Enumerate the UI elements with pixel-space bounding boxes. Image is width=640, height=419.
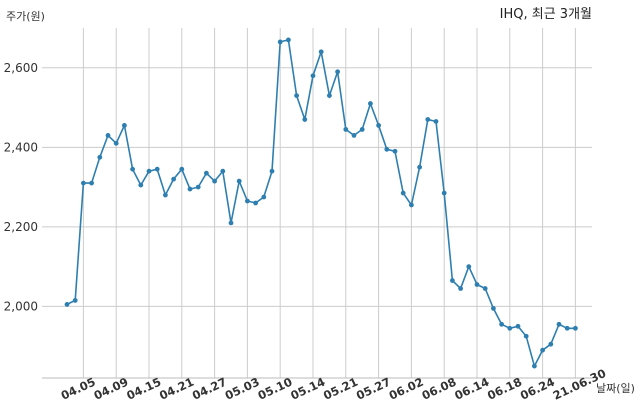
data-point (376, 123, 381, 128)
y-tick-label: 2,600 (4, 61, 38, 75)
data-point (302, 117, 308, 122)
data-point (351, 132, 357, 138)
x-tick-label: 05.14 (288, 375, 327, 403)
x-tick-label: 06.08 (420, 375, 459, 403)
data-point (130, 166, 136, 172)
data-point (482, 286, 488, 291)
data-point (318, 49, 324, 55)
data-point (335, 69, 340, 75)
x-tick-label: 06.14 (452, 375, 491, 403)
x-tick-label: 04.05 (59, 375, 98, 403)
data-point (154, 166, 160, 172)
data-point (441, 190, 447, 196)
data-point (409, 202, 414, 208)
x-tick-label: 05.21 (321, 375, 360, 403)
data-point (384, 146, 390, 152)
data-point (122, 123, 127, 128)
data-point (540, 347, 545, 353)
x-tick-label: 05.03 (223, 375, 262, 403)
data-point (204, 170, 209, 176)
data-point (400, 190, 406, 196)
data-point (187, 186, 193, 192)
data-point (310, 73, 316, 79)
data-points (64, 37, 578, 369)
data-point (72, 298, 78, 303)
data-point (261, 194, 267, 200)
data-point (433, 119, 439, 124)
data-point (163, 192, 168, 198)
data-point (573, 325, 578, 331)
y-axis-label: 주가(원) (6, 10, 45, 23)
data-point (474, 282, 480, 287)
data-point (89, 180, 94, 186)
chart-title: IHQ, 최근 3개월 (500, 7, 592, 22)
data-point (236, 178, 242, 184)
data-point (105, 132, 111, 138)
y-tick-label: 2,000 (4, 299, 38, 313)
data-point (417, 164, 422, 170)
x-axis-label: 날짜(일) (596, 381, 635, 395)
data-point (499, 321, 504, 327)
data-point (228, 220, 234, 226)
data-point (171, 176, 177, 182)
data-point (491, 305, 496, 311)
grid-lines (42, 28, 592, 378)
series-line (66, 38, 576, 369)
data-point (327, 93, 332, 99)
x-tick-label: 06.02 (387, 375, 426, 403)
x-tick-label: 06.24 (518, 375, 557, 403)
x-tick-label: 05.27 (354, 375, 393, 403)
data-point (269, 168, 275, 174)
data-point (425, 117, 431, 122)
y-tick-labels: 2,000 2,200 2,400 2,600 (4, 61, 38, 314)
data-point (359, 127, 365, 132)
data-point (450, 278, 455, 283)
data-point (368, 101, 373, 106)
data-point (113, 140, 119, 146)
data-point (64, 302, 70, 307)
data-point (81, 180, 86, 186)
data-point (458, 286, 463, 291)
x-tick-label: 05.10 (256, 375, 295, 403)
data-point (507, 325, 513, 331)
data-point (277, 39, 283, 45)
data-point (392, 148, 398, 154)
data-point (286, 37, 291, 43)
data-point (146, 168, 152, 174)
data-point (515, 323, 521, 329)
data-point (548, 341, 554, 347)
data-point (294, 93, 299, 99)
data-point (343, 127, 349, 132)
x-tick-label: 04.15 (124, 375, 163, 403)
data-point (564, 325, 570, 331)
x-tick-label: 04.27 (190, 375, 229, 403)
x-tick-label: 04.09 (92, 375, 131, 403)
x-tick-label: 04.21 (157, 375, 196, 403)
y-tick-label: 2,200 (4, 220, 38, 234)
data-point (253, 200, 258, 206)
data-point (212, 178, 218, 184)
y-tick-label: 2,400 (4, 140, 38, 154)
data-point (556, 321, 562, 327)
data-point (523, 333, 529, 339)
x-tick-labels: 04.0504.0904.1504.2104.2705.0305.1005.14… (59, 366, 608, 403)
data-point (245, 198, 250, 204)
data-point (220, 168, 226, 174)
data-point (195, 184, 201, 190)
x-tick-label: 06.18 (485, 375, 524, 403)
data-point (97, 154, 103, 160)
data-point (138, 182, 144, 188)
data-point (466, 264, 472, 270)
data-point (532, 363, 537, 369)
data-point (179, 166, 185, 172)
